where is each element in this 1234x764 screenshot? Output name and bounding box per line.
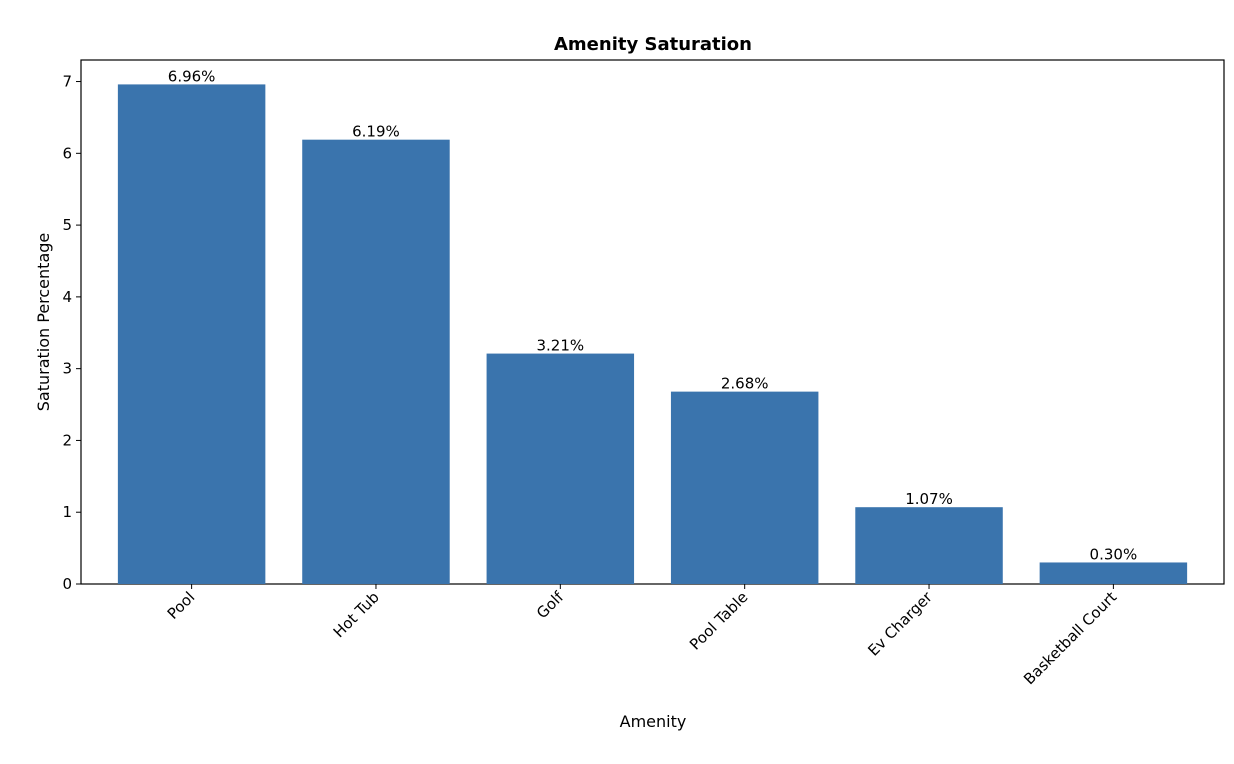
x-tick-label-4: Ev Charger [864, 588, 936, 660]
x-tick-label-2: Golf [533, 588, 568, 623]
bar-value-label-1: 6.19% [352, 123, 400, 141]
x-tick-label-1: Hot Tub [330, 588, 383, 641]
bar-value-label-0: 6.96% [168, 67, 216, 85]
bar-value-label-2: 3.21% [536, 337, 584, 355]
bar-1 [302, 139, 450, 585]
y-tick-label-5: 5 [62, 216, 72, 234]
plot-area-frame [80, 59, 1225, 585]
bar-0 [117, 84, 266, 584]
x-axis: Pool Hot Tub Golf Pool Table Ev Charger Baske… [164, 584, 1120, 688]
y-tick-label-7: 7 [62, 73, 72, 91]
y-tick-label-2: 2 [62, 431, 72, 449]
y-axis-label: Saturation Percentage [34, 233, 53, 412]
chart-title: Amenity Saturation [554, 34, 752, 55]
y-tick-label-4: 4 [62, 288, 72, 306]
bars-layer: 6.96% 6.19% 3.21% 2.68% 1.07% 0.30% [117, 67, 1188, 585]
x-tick-label-5: Basketball Court [1020, 588, 1120, 688]
x-tick-label-0: Pool [164, 588, 199, 623]
bar-2 [486, 353, 635, 584]
bar-value-label-5: 0.30% [1090, 545, 1138, 563]
y-axis: 0 1 2 3 4 5 6 7 [62, 73, 81, 593]
y-tick-label-0: 0 [62, 575, 72, 593]
x-tick-label-3: Pool Table [686, 588, 751, 653]
bar-5 [1039, 562, 1188, 584]
bar-4 [855, 507, 1003, 584]
bar-value-label-4: 1.07% [905, 490, 953, 508]
y-tick-label-3: 3 [62, 360, 72, 378]
bar-value-label-3: 2.68% [721, 375, 769, 393]
bar-3 [670, 391, 819, 584]
y-tick-label-6: 6 [62, 144, 72, 162]
y-tick-label-1: 1 [62, 503, 72, 521]
x-axis-label: Amenity [620, 712, 687, 731]
